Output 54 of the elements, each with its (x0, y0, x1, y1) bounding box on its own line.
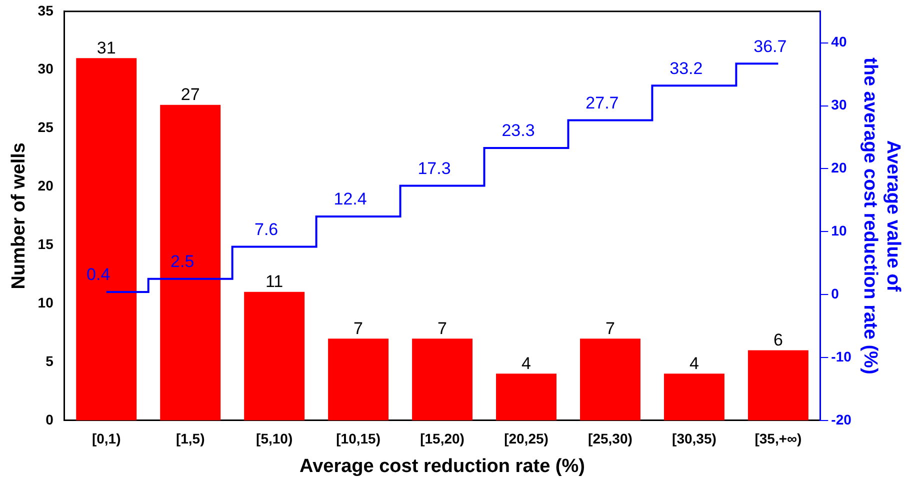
y-tick-label: 25 (38, 119, 54, 136)
data-label: 17.3 (418, 158, 451, 178)
x-axis-title: Average cost reduction rate (%) (300, 456, 585, 477)
data-label: 23.3 (502, 121, 535, 140)
y2-tick-label: -10 (831, 348, 852, 364)
data-label: 7 (354, 318, 364, 338)
data-label: 4 (522, 354, 531, 373)
data-label: 7.6 (254, 220, 278, 239)
bar (496, 374, 556, 420)
data-label: 7 (605, 318, 615, 338)
data-label: 4 (689, 354, 699, 373)
x-tick-label: [25,30) (588, 430, 632, 447)
x-tick-label: [15,20) (420, 430, 464, 447)
y2-axis-title: Average value of the average cost reduction rate (%) (860, 58, 904, 374)
y2-tick-label: 0 (831, 285, 840, 302)
y-tick-label: 30 (38, 60, 54, 77)
data-label: 7 (438, 318, 448, 338)
x-tick-label: [20,25) (504, 430, 548, 447)
data-label: 27 (180, 85, 200, 104)
data-label: 2.5 (170, 252, 194, 272)
y-axis-title: Number of wells (8, 142, 30, 290)
data-label: 36.7 (754, 36, 787, 56)
y2-tick-label: 30 (831, 96, 847, 113)
bar (580, 338, 640, 420)
y-tick-label: 0 (46, 411, 54, 428)
data-label: 31 (96, 38, 116, 58)
x-tick-label: [30,35) (672, 430, 716, 447)
data-label: 33.2 (670, 58, 703, 78)
y2-tick-label: -20 (831, 411, 852, 428)
y2-tick-label: 40 (831, 34, 847, 50)
bar (748, 350, 808, 420)
x-tick-label: [10,15) (336, 430, 380, 447)
data-label: 0.4 (86, 265, 110, 284)
bar (76, 58, 137, 420)
bar (244, 292, 305, 420)
data-label: 11 (265, 272, 284, 292)
y-tick-label: 15 (38, 236, 54, 252)
bar (328, 338, 389, 420)
data-label: 12.4 (334, 190, 367, 209)
y-tick-label: 5 (46, 352, 54, 369)
data-label: 27.7 (586, 93, 619, 112)
y-tick-label: 20 (38, 178, 54, 194)
y-tick-label: 35 (38, 2, 54, 18)
y2-tick-label: 20 (831, 160, 847, 176)
bar (160, 104, 221, 420)
bar (412, 338, 472, 420)
bar (664, 374, 724, 420)
x-tick-label: [5,10) (256, 430, 293, 447)
x-tick-label: [0,1) (92, 430, 121, 447)
data-label: 6 (773, 330, 783, 350)
y-tick-label: 10 (38, 294, 54, 310)
y2-tick-label: 10 (831, 222, 847, 238)
x-tick-label: [1,5) (176, 430, 205, 447)
x-tick-label: [35,+∞) (754, 430, 802, 447)
